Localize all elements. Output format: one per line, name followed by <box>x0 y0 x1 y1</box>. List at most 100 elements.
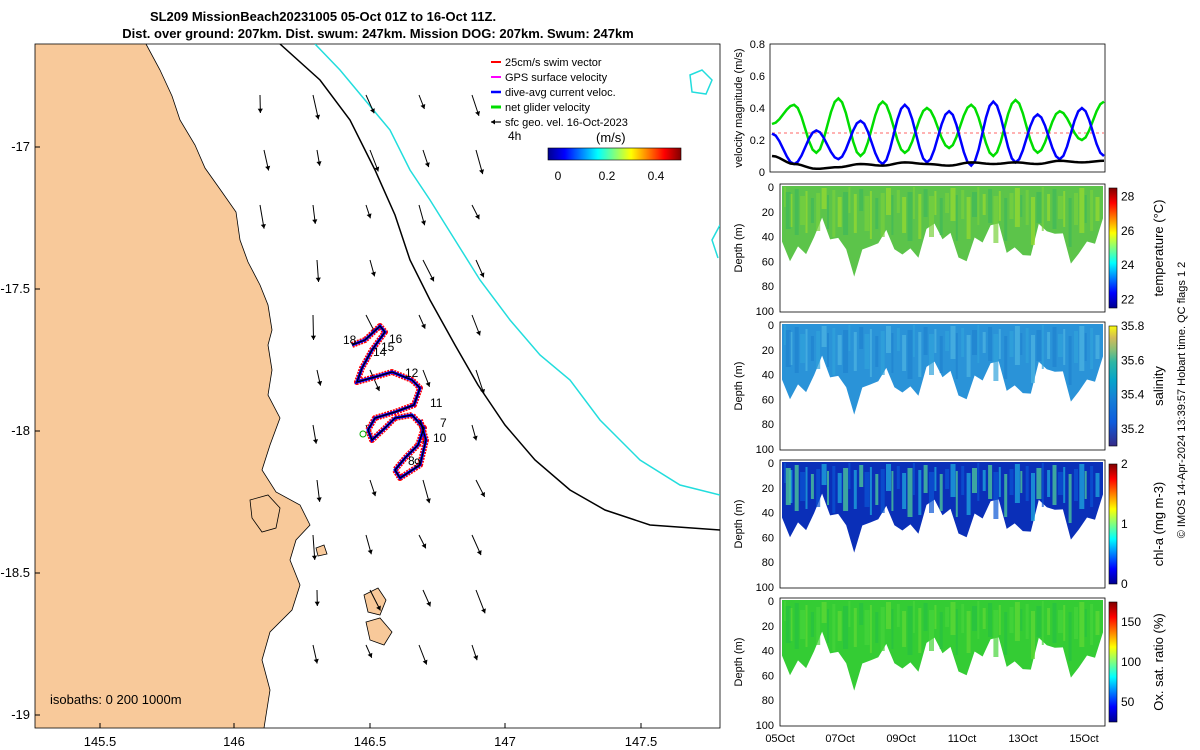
depth-tick: 0 <box>768 596 774 608</box>
time-tick: 07Oct <box>825 733 854 745</box>
lon-tick: 145.5 <box>84 734 117 749</box>
section-cell <box>800 334 806 363</box>
section-cell <box>1095 611 1100 635</box>
section-cell <box>972 330 977 355</box>
section-cell <box>988 603 993 637</box>
colorbar-tick: 26 <box>1121 224 1135 238</box>
section-cell <box>923 603 928 631</box>
section-cell <box>875 198 879 229</box>
colorbar-tick: 35.8 <box>1121 319 1145 333</box>
section-cell <box>950 326 956 359</box>
section-cell <box>1068 336 1072 385</box>
current-arrow <box>475 149 485 175</box>
section-cell <box>1047 194 1051 221</box>
section-cell <box>1079 602 1085 647</box>
current-arrow <box>312 204 318 224</box>
velocity-line <box>771 154 1105 171</box>
section-cell <box>923 189 928 217</box>
velocity-ylabel: velocity magnitude (m/s) <box>733 48 745 167</box>
colorbar-unit: (m/s) <box>596 130 626 145</box>
deployment-marker <box>359 430 367 438</box>
section-cell <box>1014 464 1020 503</box>
section-cell <box>859 327 864 349</box>
time-tick: 15Oct <box>1069 733 1098 745</box>
velocity-frame <box>769 43 1106 173</box>
section-cell <box>875 336 879 367</box>
section-cell <box>929 472 934 513</box>
section-cell <box>961 466 965 495</box>
section-cell <box>955 471 958 517</box>
current-arrow <box>418 314 426 329</box>
time-tick: 05Oct <box>765 733 794 745</box>
section-cell <box>955 609 958 655</box>
section-cell <box>816 193 821 231</box>
section-cell <box>1031 197 1035 245</box>
section-cell <box>853 194 857 233</box>
section-cell <box>810 336 814 361</box>
section-cell <box>1084 471 1087 499</box>
section-cell <box>1052 327 1057 367</box>
section-cell <box>880 469 885 513</box>
depth-tick: 100 <box>756 720 774 732</box>
current-arrow <box>312 94 321 120</box>
section-cell <box>998 329 1001 359</box>
section-cell <box>864 472 870 507</box>
legend-label: GPS surface velocity <box>505 72 608 84</box>
colorbar-tick: 2 <box>1121 457 1128 471</box>
section-cell <box>982 194 986 215</box>
section-cell <box>821 188 827 209</box>
section-panel: 0 20 40 60 80 100 Depth (m) 0 1 2 chl-a (mg m-3) <box>733 457 1166 594</box>
section-cell <box>1068 612 1072 661</box>
section-panel: 0 20 40 60 80 100 Depth (m) 35.2 35.4 35.6 35.8 sal… <box>733 319 1166 456</box>
section-cell <box>784 187 786 207</box>
section-cell <box>805 191 808 233</box>
current-arrow <box>471 94 481 117</box>
section-cell <box>1074 607 1078 639</box>
section-cell <box>848 463 851 489</box>
section-cell <box>950 188 956 221</box>
section-cell <box>1047 332 1051 359</box>
isobath-200m <box>279 44 720 531</box>
section-cell <box>794 189 799 235</box>
section-cell <box>1084 195 1087 223</box>
section-cell <box>827 609 829 643</box>
legend-label: sfc geo. vel. 16-Oct-2023 <box>505 117 628 129</box>
section-cell <box>880 193 885 237</box>
section-cell <box>939 336 943 373</box>
section-panel: 0 20 40 60 80 100 Depth (m) 22 24 26 28 temperature… <box>733 182 1166 318</box>
lat-tick: -18.5 <box>0 565 30 580</box>
section-cell <box>1084 609 1087 637</box>
current-arrow <box>316 149 322 166</box>
section-cell <box>891 333 894 373</box>
current-arrow <box>257 94 263 114</box>
section-cell <box>785 606 791 643</box>
section-cell <box>1004 336 1008 379</box>
colorbar-tick: 22 <box>1121 292 1135 306</box>
section-cell <box>821 602 827 623</box>
velocity-axis: 0 0.2 0.4 0.6 0.8 <box>750 39 765 179</box>
section-cell <box>961 328 965 357</box>
section-cell <box>1079 464 1085 509</box>
current-arrow <box>365 204 372 219</box>
current-arrow <box>418 534 427 549</box>
section-cell <box>805 605 808 647</box>
depth-tick: 80 <box>762 695 774 707</box>
section-cell <box>827 333 829 367</box>
depth-tick: 0 <box>768 182 774 194</box>
section-cell <box>907 606 913 655</box>
section-cell <box>1090 328 1094 369</box>
section-cell <box>1074 331 1078 363</box>
section-cell <box>1095 335 1100 359</box>
section-cell <box>805 329 808 371</box>
section-cell <box>912 601 915 633</box>
section-cell <box>972 192 977 217</box>
current-arrow <box>314 589 320 607</box>
time-interval-label: 4h <box>508 129 521 143</box>
section-cell <box>1004 474 1008 517</box>
track-label: 11 <box>430 396 443 410</box>
section-cell <box>810 612 814 637</box>
section-cell <box>880 607 885 651</box>
section-cell <box>912 463 915 495</box>
coastline-land <box>35 44 311 728</box>
